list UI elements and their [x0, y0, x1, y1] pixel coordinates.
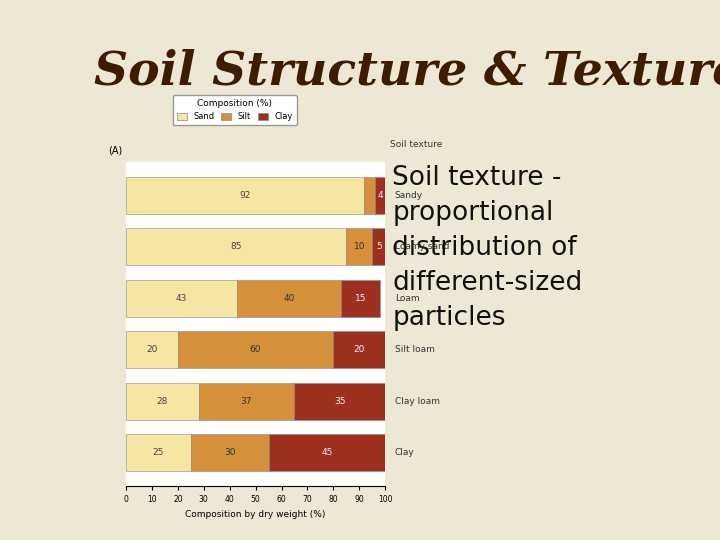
- Text: 30: 30: [224, 448, 235, 457]
- Text: 35: 35: [334, 397, 346, 406]
- Text: 15: 15: [355, 294, 366, 303]
- Text: Clay loam: Clay loam: [395, 397, 440, 406]
- Text: 92: 92: [240, 191, 251, 200]
- Legend: Sand, Silt, Clay: Sand, Silt, Clay: [173, 95, 297, 125]
- Bar: [346, 228, 372, 265]
- Text: Clay: Clay: [395, 448, 415, 457]
- Bar: [364, 177, 375, 214]
- Text: Sandy: Sandy: [395, 191, 423, 200]
- Bar: [199, 383, 294, 420]
- Text: 20: 20: [146, 345, 158, 354]
- Bar: [375, 177, 385, 214]
- Bar: [269, 434, 385, 471]
- Text: Soil Structure & Texture: Soil Structure & Texture: [94, 49, 720, 94]
- Bar: [294, 383, 385, 420]
- Bar: [341, 280, 380, 317]
- Text: 10: 10: [354, 242, 365, 251]
- Bar: [126, 383, 199, 420]
- Bar: [191, 434, 269, 471]
- Text: 45: 45: [321, 448, 333, 457]
- Text: Loam: Loam: [395, 294, 419, 303]
- Bar: [238, 280, 341, 317]
- Text: 40: 40: [284, 294, 295, 303]
- Text: Soil texture -
proportional
distribution of
different-sized
particles: Soil texture - proportional distribution…: [392, 165, 582, 330]
- Bar: [372, 228, 385, 265]
- Bar: [126, 177, 364, 214]
- Text: 28: 28: [157, 397, 168, 406]
- Text: Loamy sand: Loamy sand: [395, 242, 449, 251]
- Text: 43: 43: [176, 294, 187, 303]
- Text: 37: 37: [240, 397, 252, 406]
- Bar: [178, 331, 333, 368]
- Bar: [126, 434, 191, 471]
- Bar: [333, 331, 385, 368]
- Text: 60: 60: [250, 345, 261, 354]
- Bar: [126, 331, 178, 368]
- Text: 85: 85: [230, 242, 242, 251]
- Text: Soil texture: Soil texture: [390, 140, 443, 149]
- Text: 4: 4: [377, 191, 383, 200]
- Bar: [126, 280, 238, 317]
- X-axis label: Composition by dry weight (%): Composition by dry weight (%): [186, 510, 325, 518]
- Text: Silt loam: Silt loam: [395, 345, 435, 354]
- Text: 5: 5: [376, 242, 382, 251]
- Text: (A): (A): [108, 145, 122, 156]
- Text: 25: 25: [153, 448, 164, 457]
- Text: 20: 20: [354, 345, 365, 354]
- Bar: [126, 228, 346, 265]
